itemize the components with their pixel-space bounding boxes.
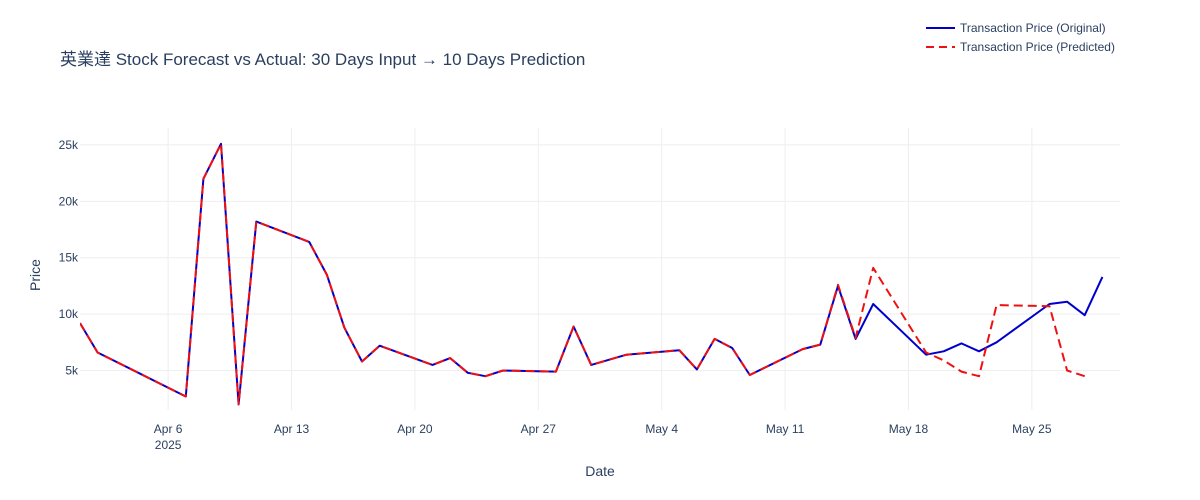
- x-tick-label: Apr 27: [521, 422, 557, 436]
- y-tick-label: 5k: [65, 364, 79, 378]
- series-line-original: [80, 142, 1104, 406]
- x-tick-year-label: 2025: [155, 438, 182, 452]
- legend-item-predicted[interactable]: Transaction Price (Predicted): [926, 40, 1115, 54]
- legend[interactable]: Transaction Price (Original) Transaction …: [926, 21, 1115, 54]
- y-tick-label: 10k: [59, 307, 79, 321]
- y-tick-label: 20k: [59, 194, 79, 208]
- legend-label: Transaction Price (Predicted): [960, 40, 1115, 54]
- x-axis-title: Date: [585, 463, 615, 479]
- series-line-predicted: [80, 142, 1086, 406]
- legend-label: Transaction Price (Original): [960, 21, 1106, 35]
- y-tick-label: 25k: [59, 138, 79, 152]
- x-tick-label: Apr 20: [397, 422, 433, 436]
- y-tick-label: 15k: [59, 251, 79, 265]
- y-axis-ticks: 5k 10k 15k 20k 25k: [59, 138, 79, 378]
- x-tick-label: May 4: [645, 422, 678, 436]
- x-tick-label: May 11: [766, 422, 805, 436]
- x-tick-label: Apr 13: [274, 422, 310, 436]
- x-tick-label: Apr 6: [154, 422, 183, 436]
- y-axis-title: Price: [27, 259, 43, 291]
- x-tick-label: May 25: [1012, 422, 1052, 436]
- x-axis-ticks: Apr 6 2025 Apr 13 Apr 20 Apr 27 May 4 May 11 Ma…: [154, 422, 1052, 452]
- x-tick-label: May 18: [889, 422, 929, 436]
- legend-item-original[interactable]: Transaction Price (Original): [926, 21, 1106, 35]
- plot-area: [80, 142, 1104, 406]
- chart-title: 英業達 Stock Forecast vs Actual: 30 Days In…: [60, 50, 585, 69]
